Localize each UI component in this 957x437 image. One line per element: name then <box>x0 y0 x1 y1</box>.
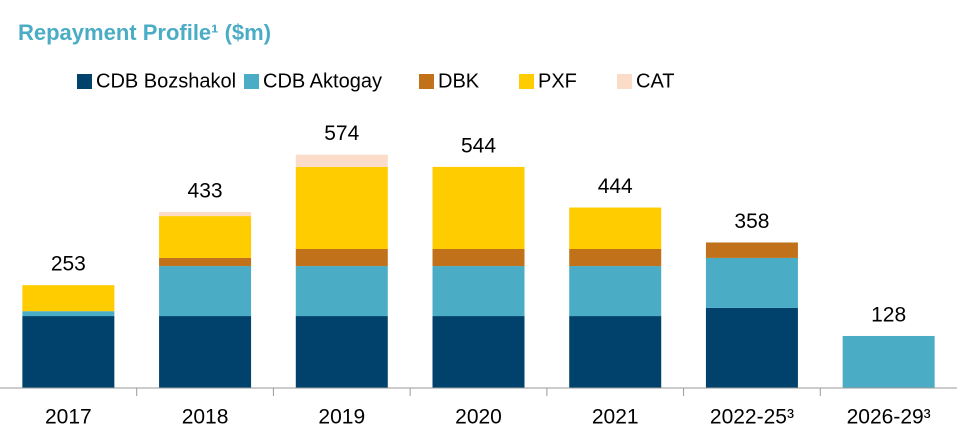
bar-segment <box>159 212 252 217</box>
bar-segment <box>432 316 525 388</box>
x-tick-label: 2022-25³ <box>710 406 794 429</box>
bar-segment <box>569 207 662 249</box>
bar-segment <box>22 285 115 312</box>
bar-segment <box>705 242 798 258</box>
bar-segment <box>159 266 252 317</box>
bar-segment <box>842 335 935 388</box>
legend-swatch <box>244 74 259 89</box>
total-label: 128 <box>871 304 906 327</box>
total-label: 253 <box>51 253 86 276</box>
bar-segment <box>159 216 252 258</box>
bar-segment <box>432 248 525 267</box>
bar-segment <box>295 316 388 388</box>
legend-swatch <box>419 74 434 89</box>
bar-segment <box>22 311 115 317</box>
bar-segment <box>295 266 388 317</box>
total-label: 358 <box>734 210 769 233</box>
bar-segment <box>159 316 252 388</box>
total-label: 574 <box>324 122 359 145</box>
bar-segment <box>295 154 388 167</box>
x-tick-label: 2020 <box>455 406 502 429</box>
bar-segment <box>295 166 388 249</box>
bar-segment <box>432 166 525 249</box>
bar-segment <box>432 266 525 317</box>
legend-swatch <box>77 74 92 89</box>
x-tick-label: 2026-29³ <box>847 406 931 429</box>
x-tick-label: 2018 <box>182 406 229 429</box>
x-tick-label: 2019 <box>318 406 365 429</box>
bar-segment <box>159 257 252 267</box>
legend-label: DBK <box>438 70 480 92</box>
bar-segment <box>569 266 662 317</box>
bar-segment <box>569 316 662 388</box>
total-label: 444 <box>598 175 633 198</box>
legend-swatch <box>617 74 632 89</box>
chart-title: Repayment Profile¹ ($m) <box>18 20 271 45</box>
legend-swatch <box>519 74 534 89</box>
bar-segment <box>22 316 115 388</box>
bar-segment <box>569 248 662 267</box>
bar-segment <box>705 257 798 308</box>
x-tick-label: 2021 <box>592 406 639 429</box>
total-label: 433 <box>188 180 223 203</box>
legend-label: PXF <box>538 70 577 92</box>
legend-label: CDB Bozshakol <box>96 70 236 92</box>
total-label: 544 <box>461 134 496 157</box>
legend-label: CAT <box>636 70 675 92</box>
legend-label: CDB Aktogay <box>263 70 382 92</box>
x-tick-label: 2017 <box>45 406 92 429</box>
bar-segment <box>295 248 388 267</box>
bar-segment <box>705 307 798 388</box>
